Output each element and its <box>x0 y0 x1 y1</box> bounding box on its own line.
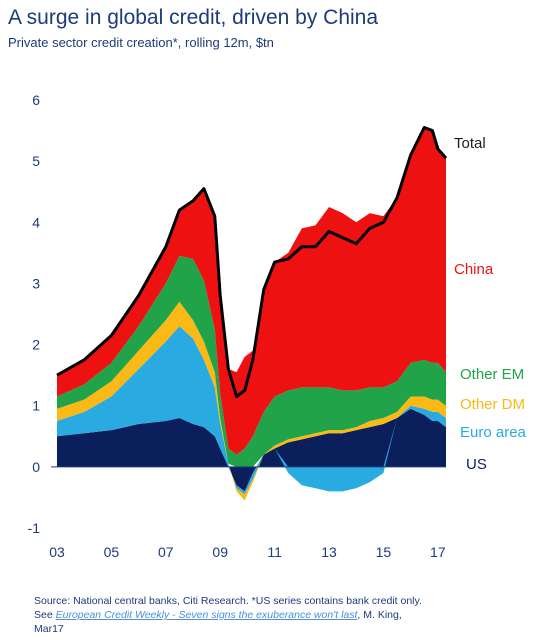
y-tick-label: 5 <box>32 153 40 169</box>
y-tick-label: 4 <box>32 214 40 230</box>
x-tick-label: 09 <box>212 544 228 560</box>
total-line <box>56 126 448 399</box>
series-label-total: Total <box>454 135 486 152</box>
y-tick-label: 1 <box>32 398 40 414</box>
y-tick-label: 3 <box>32 275 40 291</box>
area-euro-area <box>57 326 446 495</box>
x-tick-label: 07 <box>158 544 174 560</box>
x-tick-label: 05 <box>104 544 120 560</box>
area-layer <box>57 127 446 501</box>
source-line: Source: National central banks, Citi Res… <box>34 595 422 607</box>
source-date: Mar17 <box>34 623 64 635</box>
chart-title: A surge in global credit, driven by Chin… <box>8 6 379 29</box>
series-label-other-em: Other EM <box>460 366 524 383</box>
source-note: Source: National central banks, Citi Res… <box>34 594 524 636</box>
chart-subtitle: Private sector credit creation*, rolling… <box>8 35 274 50</box>
x-tick-label: 17 <box>430 544 446 560</box>
y-tick-label: -1 <box>28 520 41 536</box>
y-tick-label: 0 <box>32 459 40 475</box>
y-tick-label: 6 <box>32 92 40 108</box>
source-see-line: See European Credit Weekly - Seven signs… <box>34 608 524 622</box>
y-axis: 6 5 4 3 2 1 0 -1 <box>28 92 41 536</box>
x-tick-label: 11 <box>267 544 282 560</box>
area-us <box>57 408 446 492</box>
y-tick-label: 2 <box>32 337 40 353</box>
area-other-dm <box>57 301 446 501</box>
series-label-euro-area: Euro area <box>460 424 527 441</box>
x-tick-label: 13 <box>321 544 337 560</box>
see-label: See <box>34 609 56 621</box>
series-label-other-dm: Other DM <box>460 396 525 413</box>
stacked-area-chart: 6 5 4 3 2 1 0 -1 03 05 07 09 11 13 15 17 Total China Oth… <box>28 92 527 560</box>
x-tick-label: 15 <box>376 544 392 560</box>
series-labels: Total China Other EM Other DM Euro area US <box>454 135 527 473</box>
area-other-em <box>57 255 446 467</box>
author-label: , M. King, <box>357 609 402 621</box>
x-tick-label: 03 <box>49 544 65 560</box>
report-link[interactable]: European Credit Weekly - Seven signs the… <box>55 609 358 621</box>
x-axis: 03 05 07 09 11 13 15 17 <box>49 544 446 560</box>
area-china <box>57 127 446 455</box>
series-label-china: China <box>454 261 494 278</box>
series-label-us: US <box>466 456 487 473</box>
